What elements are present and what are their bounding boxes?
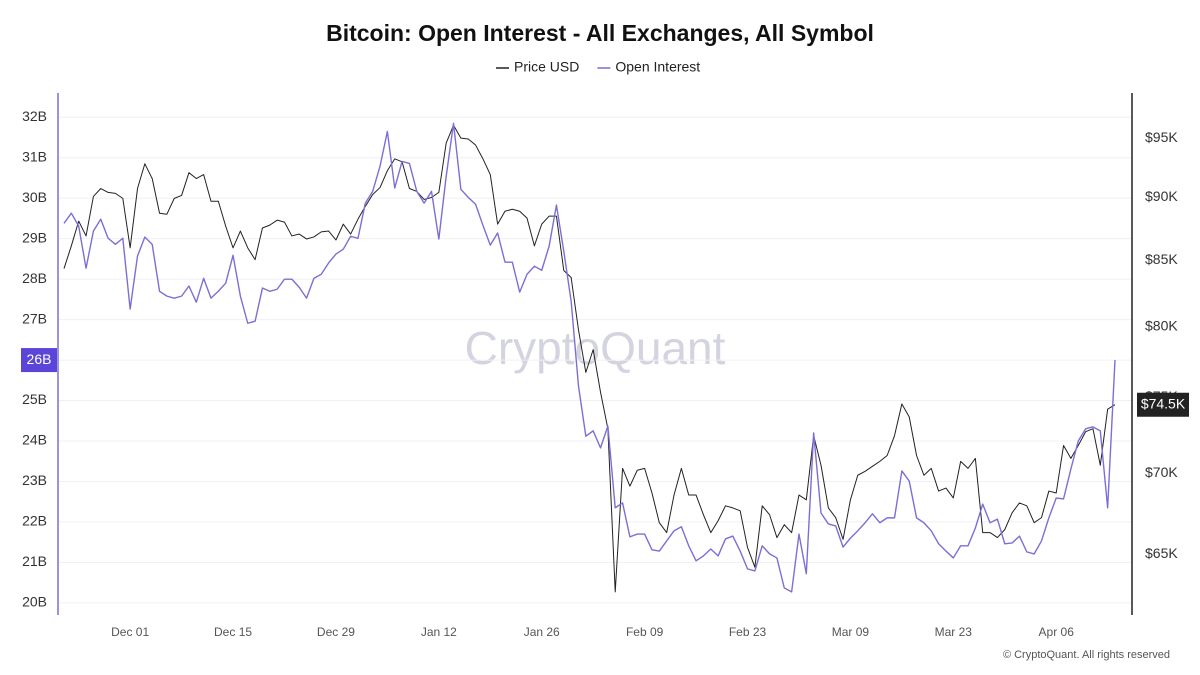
y-tick-label: 28B <box>22 270 47 286</box>
y2-tick-label: $80K <box>1145 317 1178 333</box>
y2-tick-label: $65K <box>1145 545 1178 561</box>
legend-label: Price USD <box>514 59 579 75</box>
x-tick-label: Feb 09 <box>626 625 664 639</box>
y-tick-label: 25B <box>22 391 47 407</box>
x-tick-label: Mar 23 <box>935 625 973 639</box>
y-tick-label: 24B <box>22 432 47 448</box>
end-tag-label: $74.5K <box>1141 395 1186 411</box>
x-tick-label: Dec 15 <box>214 625 252 639</box>
series-line <box>63 122 1116 593</box>
y2-tick-label: $70K <box>1145 464 1178 480</box>
legend-label: Open Interest <box>615 59 700 75</box>
y-tick-label: 29B <box>22 229 47 245</box>
end-tag <box>21 348 57 373</box>
x-tick-label: Dec 01 <box>111 625 149 639</box>
y-tick-label: 27B <box>22 310 47 326</box>
watermark: CryptoQuant <box>465 322 726 374</box>
y-tick-label: 30B <box>22 189 47 205</box>
y2-tick-label: $95K <box>1145 129 1178 145</box>
y2-tick-label: $90K <box>1145 188 1178 204</box>
y-tick-label: 23B <box>22 472 47 488</box>
x-tick-label: Dec 29 <box>317 625 355 639</box>
chart-title: Bitcoin: Open Interest - All Exchanges, … <box>326 20 874 46</box>
x-tick-label: Mar 09 <box>832 625 870 639</box>
end-tag-label: 26B <box>27 351 52 367</box>
y-tick-label: 21B <box>22 553 47 569</box>
y2-tick-label: $85K <box>1145 251 1178 267</box>
y-tick-label: 22B <box>22 513 47 529</box>
series-line <box>63 124 1116 593</box>
x-tick-label: Jan 26 <box>524 625 560 639</box>
y-tick-label: 20B <box>22 594 47 610</box>
y-tick-label: 31B <box>22 148 47 164</box>
x-tick-label: Jan 12 <box>421 625 457 639</box>
y-tick-label: 32B <box>22 108 47 124</box>
x-tick-label: Apr 06 <box>1039 625 1075 639</box>
end-tag <box>1137 392 1189 417</box>
source: © CryptoQuant. All rights reserved <box>1003 649 1170 661</box>
x-tick-label: Feb 23 <box>729 625 767 639</box>
